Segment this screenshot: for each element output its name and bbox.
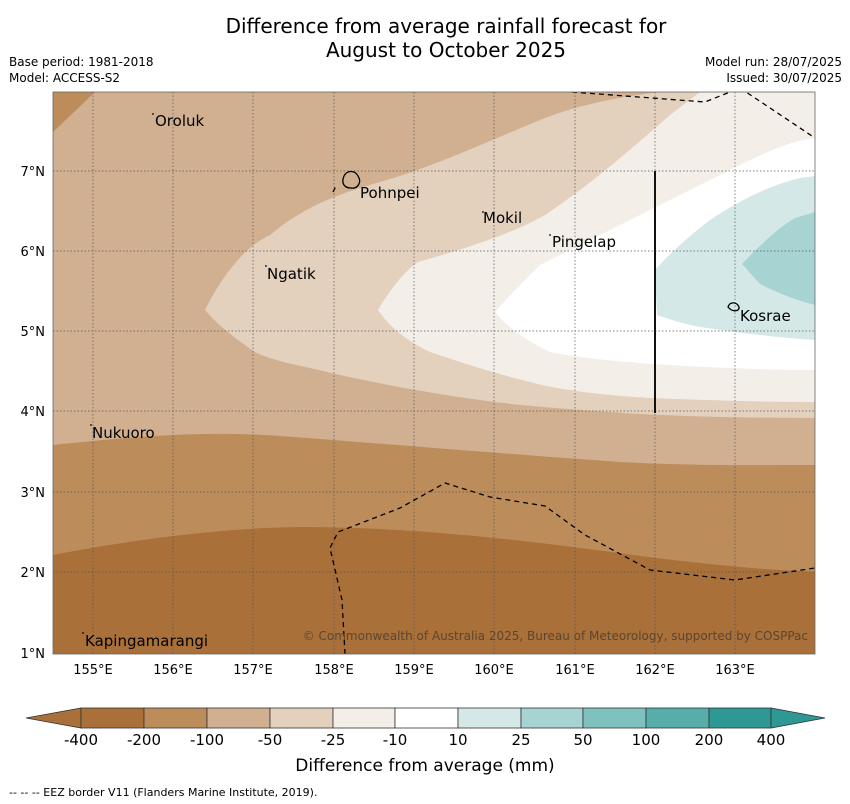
colorbar-swatch-10 [645, 707, 710, 729]
lon-tick-155: 155°E [73, 663, 113, 678]
colorbar-swatch-4 [269, 707, 334, 729]
place-pingelap: Pingelap [552, 233, 616, 251]
band-m400-m200-corner [53, 92, 95, 132]
cb-label-5: -10 [383, 731, 408, 749]
place-pohnpei: Pohnpei [360, 184, 420, 202]
colorbar-swatch-7 [457, 707, 522, 729]
chart-title: Difference from average rainfall forecas… [0, 14, 850, 62]
place-labels: Oroluk Pohnpei Mokil Pingelap Ngatik Kos… [82, 112, 791, 650]
colorbar-swatch-5 [332, 707, 396, 729]
place-oroluk: Oroluk [155, 112, 204, 130]
base-period: Base period: 1981-2018 [9, 55, 154, 69]
cb-label-2: -100 [190, 731, 224, 749]
lon-tick-158: 158°E [314, 663, 354, 678]
eez-borders [329, 92, 815, 654]
cb-label-10: 200 [695, 731, 724, 749]
rainfall-map[interactable]: Oroluk Pohnpei Mokil Pingelap Ngatik Kos… [53, 88, 815, 654]
colorbar-labels: -400 -200 -100 -50 -25 -10 10 25 50 100 … [64, 731, 785, 749]
lon-tick-163: 163°E [715, 663, 755, 678]
lat-tick-4: 4°N [21, 405, 46, 420]
band-p25-50 [742, 212, 815, 305]
lon-tick-157: 157°E [233, 663, 273, 678]
lon-tick-160: 160°E [474, 663, 514, 678]
cb-label-0: -400 [64, 731, 98, 749]
cb-label-11: 400 [757, 731, 786, 749]
place-mokil: Mokil [483, 209, 522, 227]
map-frame [52, 91, 816, 655]
lon-tick-156: 156°E [153, 663, 193, 678]
island-shapes [342, 170, 740, 312]
latitude-ticks: 7°N 6°N 5°N 4°N 3°N 2°N 1°N [21, 165, 46, 662]
colorbar-swatch-8 [520, 707, 584, 729]
longitude-ticks: 155°E 156°E 157°E 158°E 159°E 160°E 161°… [73, 663, 755, 678]
lon-tick-161: 161°E [555, 663, 595, 678]
colorbar-arrow-right [770, 707, 826, 729]
colorbar-swatch-3 [206, 707, 271, 729]
cb-label-3: -50 [258, 731, 283, 749]
colorbar [25, 707, 826, 729]
title-line-2: August to October 2025 [325, 38, 567, 62]
cb-label-8: 50 [573, 731, 592, 749]
place-kapingamarangi: Kapingamarangi [85, 632, 208, 650]
place-ngatik: Ngatik [267, 265, 316, 283]
lat-tick-3: 3°N [21, 486, 46, 501]
cb-label-9: 100 [632, 731, 661, 749]
band-lt-m400 [53, 527, 815, 654]
place-nukuoro: Nukuoro [92, 424, 155, 442]
colorbar-title: Difference from average (mm) [295, 756, 555, 776]
colorbar-arrow-left [25, 707, 82, 729]
lat-tick-5: 5°N [21, 325, 46, 340]
lon-tick-159: 159°E [394, 663, 434, 678]
colorbar-swatch-1 [80, 707, 145, 729]
lon-tick-162: 162°E [635, 663, 675, 678]
colorbar-swatch-2 [143, 707, 208, 729]
colorbar-swatch-11 [708, 707, 772, 729]
lat-tick-1: 1°N [21, 647, 46, 662]
colorbar-swatch-6 [394, 707, 459, 729]
lat-tick-2: 2°N [21, 566, 46, 581]
cb-label-7: 25 [511, 731, 530, 749]
lat-tick-7: 7°N [21, 165, 46, 180]
meta-left: Base period: 1981-2018 Model: ACCESS-S2 [9, 54, 154, 86]
model-run: Model run: 28/07/2025 [704, 55, 842, 69]
kosrae-island [727, 302, 740, 312]
cb-label-1: -200 [127, 731, 161, 749]
cb-label-6: 10 [448, 731, 467, 749]
pohnpei-island [342, 170, 361, 189]
eez-footnote: -- -- -- EEZ border V11 (Flanders Marine… [9, 786, 318, 799]
meta-right: Model run: 28/07/2025 Issued: 30/07/2025 [705, 54, 842, 86]
colorbar-swatch-9 [582, 707, 647, 729]
lat-tick-6: 6°N [21, 245, 46, 260]
copyright-notice: © Commonwealth of Australia 2025, Bureau… [303, 629, 808, 643]
title-line-1: Difference from average rainfall forecas… [225, 14, 667, 38]
model-name: Model: ACCESS-S2 [9, 71, 121, 85]
issued-date: Issued: 30/07/2025 [726, 71, 842, 85]
place-kosrae: Kosrae [740, 307, 791, 325]
cb-label-4: -25 [321, 731, 346, 749]
